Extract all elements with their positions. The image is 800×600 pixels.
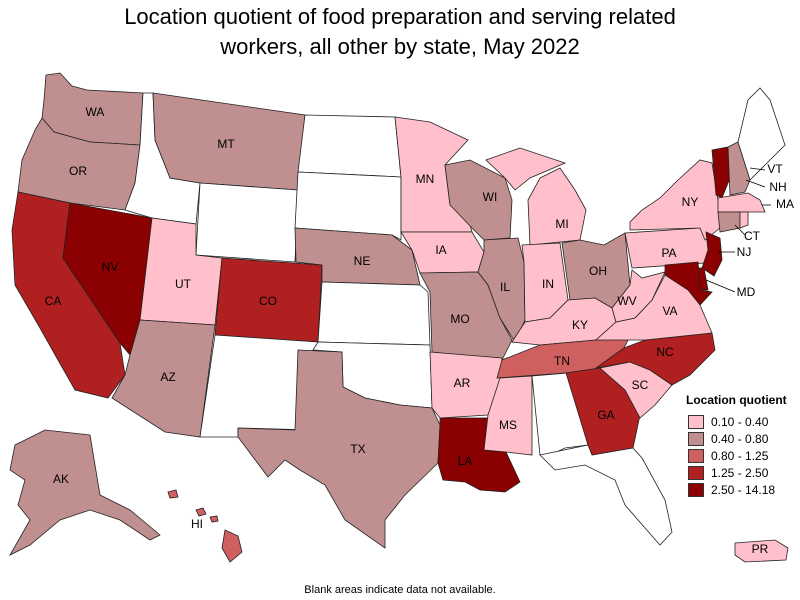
state-nh[interactable]: [727, 141, 751, 196]
callout-ct: [734, 224, 746, 236]
legend-item: 1.25 - 2.50: [686, 464, 798, 481]
legend-swatch: [688, 465, 704, 480]
state-hi[interactable]: [167, 489, 243, 563]
map-title-line-1: Location quotient of food preparation an…: [124, 4, 676, 29]
state-il[interactable]: [477, 237, 526, 343]
state-label-ma: MA: [776, 197, 794, 211]
legend-item: 2.50 - 14.18: [686, 481, 798, 498]
state-nj[interactable]: [701, 231, 723, 277]
state-ct[interactable]: [717, 211, 741, 233]
state-label-ut: UT: [175, 277, 192, 291]
legend-item: 0.10 - 0.40: [686, 413, 798, 430]
state-label-nc: NC: [656, 345, 674, 359]
state-label-or: OR: [69, 164, 87, 178]
state-label-oh: OH: [589, 264, 607, 278]
legend-item: 0.80 - 1.25: [686, 447, 798, 464]
state-label-va: VA: [662, 304, 677, 318]
state-label-ak: AK: [53, 472, 69, 486]
footnote: Blank areas indicate data not available.: [304, 584, 496, 596]
state-label-tn: TN: [554, 354, 570, 368]
state-wy[interactable]: [195, 182, 299, 263]
state-label-pa: PA: [661, 246, 676, 260]
state-callouts: [705, 167, 771, 293]
legend-rows: 0.10 - 0.40 0.40 - 0.80 0.80 - 1.25 1.25 - …: [686, 413, 798, 498]
state-sd[interactable]: [294, 171, 402, 241]
state-tx[interactable]: [237, 349, 441, 549]
state-label-tx: TX: [350, 442, 365, 456]
state-ny[interactable]: [629, 159, 721, 241]
legend-label: 1.25 - 2.50: [711, 465, 769, 480]
state-me[interactable]: [737, 87, 786, 181]
map-title: Location quotient of food preparation an…: [0, 2, 800, 62]
state-ak[interactable]: [8, 429, 161, 556]
state-label-ct: CT: [744, 229, 761, 243]
legend-swatch: [688, 414, 704, 429]
state-label-mi: MI: [555, 217, 568, 231]
callout-vt: [749, 167, 766, 171]
legend-item: 0.40 - 0.80: [686, 430, 798, 447]
state-label-sc: SC: [632, 378, 649, 392]
state-wi[interactable]: [444, 159, 513, 241]
state-vt[interactable]: [711, 146, 731, 199]
state-ks[interactable]: [317, 281, 431, 346]
state-label-vt: VT: [767, 162, 783, 176]
state-ma[interactable]: [717, 192, 766, 213]
state-label-ky: KY: [572, 318, 588, 332]
legend-swatch: [688, 448, 704, 463]
callout-nh: [745, 179, 766, 188]
legend-label: 2.50 - 14.18: [711, 482, 776, 497]
state-az[interactable]: [111, 319, 216, 438]
state-mi[interactable]: [485, 147, 587, 246]
state-label-ia: IA: [435, 243, 446, 257]
legend-swatch: [688, 482, 704, 497]
state-label-ms: MS: [499, 418, 517, 432]
state-pr[interactable]: [734, 539, 789, 563]
state-label-wi: WI: [483, 190, 498, 204]
state-label-mt: MT: [217, 137, 235, 151]
state-label-mo: MO: [450, 312, 469, 326]
state-label-ga: GA: [597, 408, 614, 422]
state-label-pr: PR: [752, 542, 769, 556]
state-label-ne: NE: [354, 254, 371, 268]
state-label-in: IN: [542, 277, 554, 291]
state-md[interactable]: [664, 261, 713, 306]
state-label-md: MD: [737, 285, 756, 299]
state-label-mn: MN: [416, 172, 435, 186]
state-label-ar: AR: [454, 376, 471, 390]
legend-title: Location quotient: [686, 393, 787, 407]
legend-label: 0.40 - 0.80: [711, 431, 769, 446]
legend-swatch: [688, 431, 704, 446]
state-label-wv: WV: [617, 294, 636, 308]
state-shapes: [8, 72, 789, 563]
state-label-il: IL: [500, 280, 510, 294]
state-label-nv: NV: [102, 260, 119, 274]
legend-label: 0.80 - 1.25: [711, 448, 769, 463]
state-label-nj: NJ: [737, 245, 752, 259]
state-label-nh: NH: [769, 180, 786, 194]
state-label-ny: NY: [682, 195, 699, 209]
map-title-line-2: workers, all other by state, May 2022: [220, 34, 580, 59]
legend-label: 0.10 - 0.40: [711, 414, 769, 429]
state-labels: WA OR CA NV MT UT AZ CO NE TX MN IA MO AR LA WI IL MI IN OH…: [45, 105, 794, 556]
state-label-la: LA: [458, 454, 473, 468]
state-label-ca: CA: [45, 294, 62, 308]
state-label-co: CO: [259, 294, 277, 308]
legend: Location quotient 0.10 - 0.40 0.40 - 0.80…: [686, 393, 798, 498]
state-nc[interactable]: [595, 332, 716, 386]
state-fl[interactable]: [539, 444, 673, 546]
state-label-hi: HI: [191, 517, 203, 531]
state-nd[interactable]: [297, 114, 402, 178]
state-label-az: AZ: [160, 370, 175, 384]
state-ri[interactable]: [739, 211, 749, 229]
state-label-wa: WA: [86, 105, 105, 119]
callout-md: [705, 279, 736, 293]
